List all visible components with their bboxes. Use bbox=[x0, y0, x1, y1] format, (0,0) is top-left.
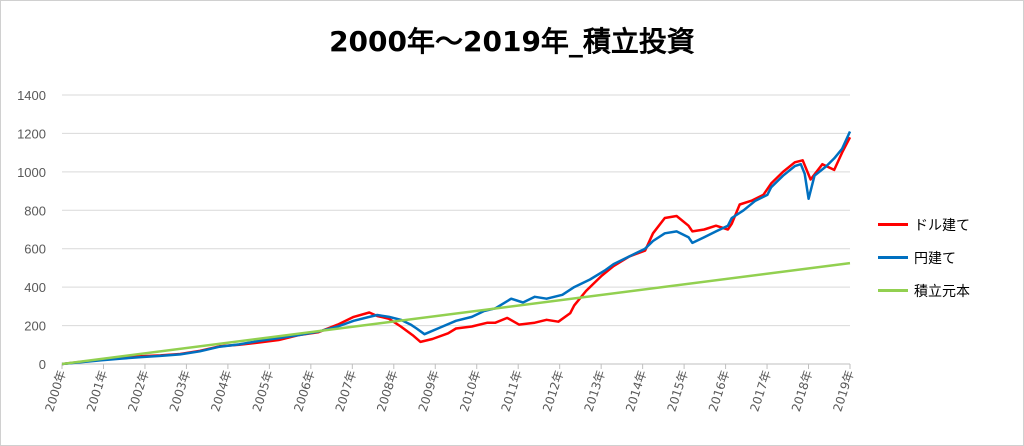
y-tick-label: 200 bbox=[24, 319, 46, 334]
x-tick-label: 2018年 bbox=[789, 369, 815, 414]
legend-swatch-dollar bbox=[878, 223, 908, 226]
y-tick-label: 600 bbox=[24, 242, 46, 257]
legend-label-principal: 積立元本 bbox=[914, 283, 970, 300]
y-tick-label: 1200 bbox=[17, 126, 46, 141]
legend-swatch-principal bbox=[878, 289, 908, 292]
x-tick-label: 2014年 bbox=[623, 369, 649, 414]
x-tick-label: 2002年 bbox=[125, 369, 151, 414]
x-tick-label: 2008年 bbox=[374, 369, 400, 414]
chart-title: 2000年～2019年_積立投資 bbox=[329, 25, 695, 58]
legend-item-principal: 積立元本 bbox=[878, 274, 970, 307]
gridlines bbox=[62, 94, 850, 365]
x-tick-label: 2009年 bbox=[416, 369, 442, 414]
x-tick-label: 2017年 bbox=[747, 369, 773, 414]
y-tick-label: 400 bbox=[24, 280, 46, 295]
x-tick-label: 2016年 bbox=[706, 369, 732, 414]
x-tick-label: 2012年 bbox=[540, 369, 566, 414]
legend-item-dollar: ドル建て bbox=[878, 208, 970, 241]
x-tick-label: 2010年 bbox=[457, 369, 483, 414]
y-tick-label: 0 bbox=[39, 357, 46, 372]
y-tick-label: 1400 bbox=[17, 88, 46, 103]
series-line-1 bbox=[61, 130, 852, 366]
x-axis: 2000年 2001年 2002年 2003年 2004年 2005年 2006年 2007年… bbox=[42, 363, 857, 414]
x-tick-label: 2007年 bbox=[333, 369, 359, 414]
x-tick-label: 2000年 bbox=[42, 369, 68, 414]
legend-label-dollar: ドル建て bbox=[914, 217, 970, 234]
x-tick-label: 2004年 bbox=[208, 369, 234, 414]
y-axis-ticks: 0 200 400 600 800 1000 1200 1400 bbox=[17, 88, 46, 372]
x-tick-label: 2011年 bbox=[499, 369, 525, 414]
x-tick-label: 2005年 bbox=[250, 369, 276, 414]
series-line-2 bbox=[61, 261, 851, 366]
series-lines bbox=[61, 130, 852, 366]
x-tick-label: 2013年 bbox=[582, 369, 608, 414]
x-tick-label: 2001年 bbox=[84, 369, 110, 414]
x-tick-label: 2006年 bbox=[291, 369, 317, 414]
x-tick-label: 2019年 bbox=[830, 369, 856, 414]
y-tick-label: 800 bbox=[24, 203, 46, 218]
legend: ドル建て 円建て 積立元本 bbox=[878, 208, 970, 307]
series-line-0 bbox=[61, 136, 852, 366]
legend-item-yen: 円建て bbox=[878, 241, 970, 274]
legend-label-yen: 円建て bbox=[914, 250, 956, 267]
x-tick-label: 2003年 bbox=[167, 369, 193, 414]
x-tick-label: 2015年 bbox=[664, 369, 690, 414]
legend-swatch-yen bbox=[878, 256, 908, 259]
y-tick-label: 1000 bbox=[17, 165, 46, 180]
